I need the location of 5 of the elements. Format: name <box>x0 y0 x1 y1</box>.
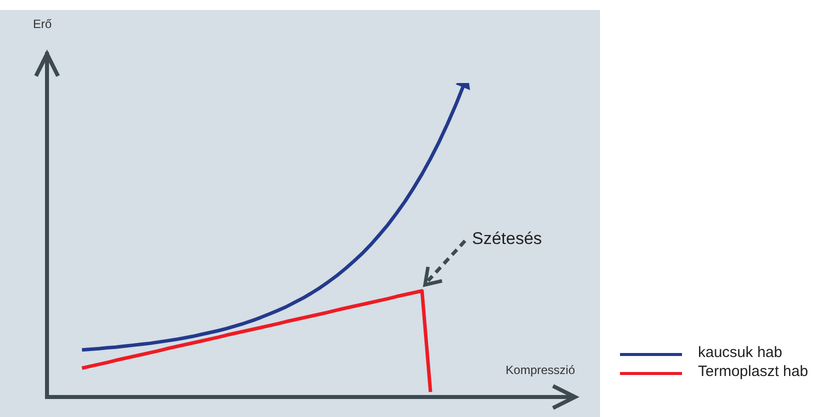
y-axis-title: Erő <box>33 17 52 31</box>
legend-label: kaucsuk hab <box>698 344 782 361</box>
legend-label: Termoplaszt hab <box>698 363 808 380</box>
x-axis-title: Kompresszió <box>506 363 575 377</box>
text: Szétesés <box>472 228 542 249</box>
